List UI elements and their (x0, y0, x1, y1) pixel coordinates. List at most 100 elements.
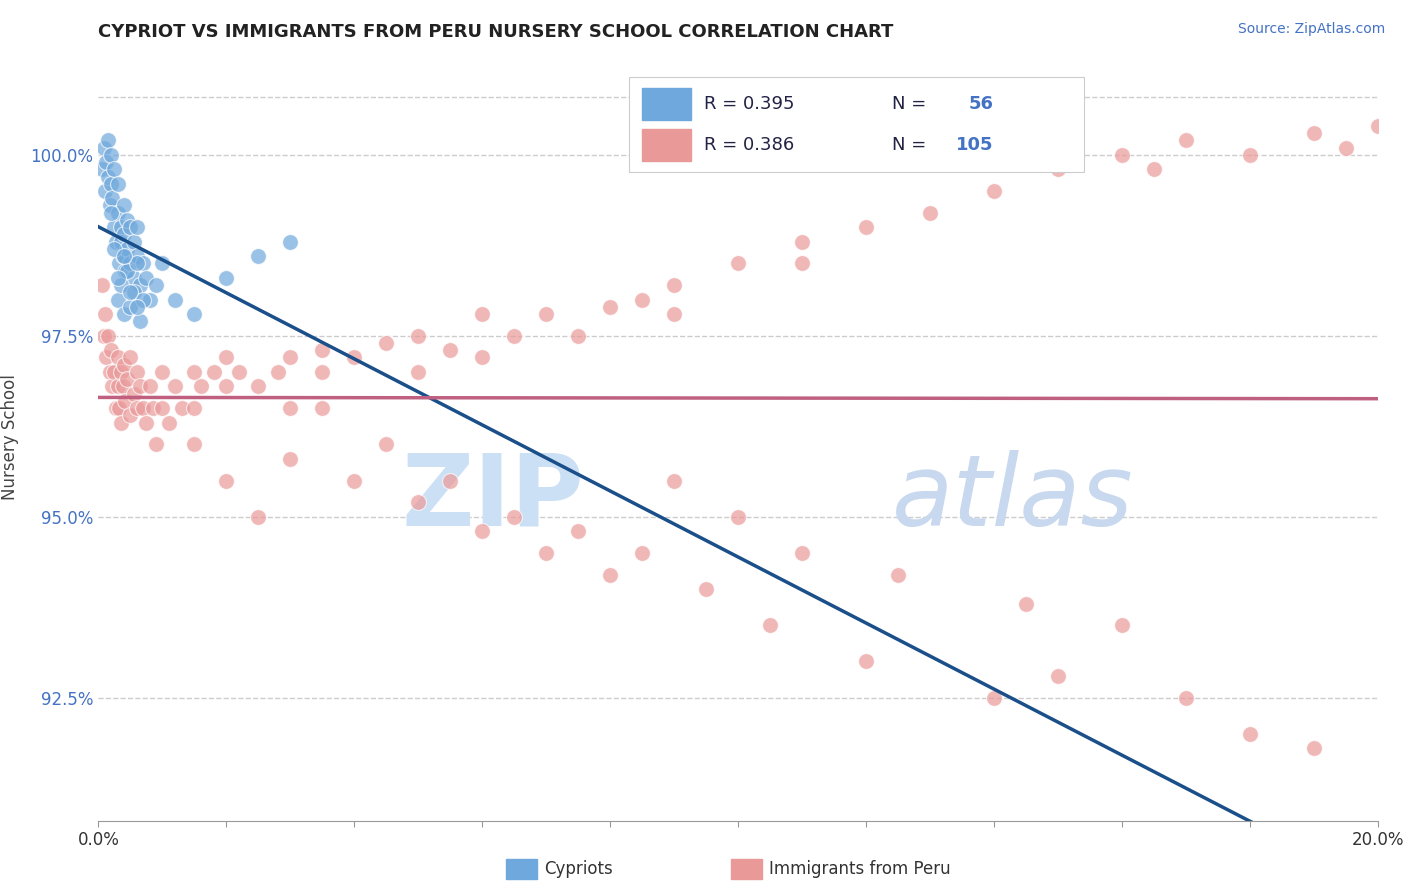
Point (112, 249, 135, 263)
Point (534, 307, 557, 321)
Point (1367, 119, 1389, 133)
Text: 56: 56 (969, 95, 994, 113)
Point (1334, 140, 1357, 154)
Point (157, 416, 180, 430)
Point (664, 278, 686, 293)
Point (247, 379, 270, 393)
Point (138, 379, 160, 393)
Point (145, 278, 167, 293)
Point (100, 148, 122, 162)
Point (90, 162, 112, 177)
Point (125, 365, 148, 379)
Point (631, 293, 654, 307)
Text: R = 0.395: R = 0.395 (703, 95, 794, 113)
Point (114, 263, 136, 277)
Point (122, 271, 145, 285)
Point (93, 328, 115, 343)
Point (132, 256, 155, 270)
Point (110, 220, 132, 235)
Point (108, 256, 131, 270)
Point (215, 271, 238, 285)
Point (105, 235, 128, 249)
Point (152, 256, 174, 270)
Point (132, 293, 155, 307)
Point (94, 351, 117, 365)
Point (101, 191, 124, 205)
Text: 105: 105 (956, 136, 993, 153)
Point (112, 227, 135, 242)
Point (408, 495, 430, 509)
Point (471, 351, 494, 365)
Point (228, 365, 250, 379)
Point (190, 379, 212, 393)
Point (111, 379, 134, 393)
Point (599, 567, 621, 582)
Point (471, 524, 494, 538)
Point (855, 655, 877, 669)
Point (278, 451, 302, 466)
Point (1175, 133, 1198, 147)
Point (115, 213, 138, 227)
Point (107, 271, 129, 285)
Text: Immigrants from Peru: Immigrants from Peru (769, 860, 950, 878)
Text: N =: N = (891, 136, 927, 153)
Point (129, 278, 152, 293)
Point (110, 416, 132, 430)
Point (1175, 690, 1198, 705)
Point (183, 307, 205, 321)
Point (1239, 148, 1261, 162)
Point (278, 401, 302, 416)
Point (278, 235, 302, 249)
Point (165, 293, 187, 307)
Point (97, 328, 120, 343)
Point (112, 307, 135, 321)
Point (311, 365, 333, 379)
Point (439, 343, 461, 358)
Text: N =: N = (891, 95, 927, 113)
Bar (643, 128, 690, 161)
Point (125, 249, 148, 263)
Point (125, 401, 148, 416)
Point (112, 198, 135, 212)
Point (664, 307, 686, 321)
Point (97, 169, 120, 184)
Point (1111, 618, 1133, 632)
Point (100, 343, 122, 358)
Point (408, 328, 430, 343)
Bar (643, 88, 690, 120)
Point (790, 235, 813, 249)
Point (311, 343, 333, 358)
Point (311, 401, 333, 416)
Point (1239, 727, 1261, 741)
Point (1111, 148, 1133, 162)
FancyBboxPatch shape (630, 77, 1084, 172)
Point (266, 365, 288, 379)
Point (887, 567, 910, 582)
Point (503, 328, 526, 343)
Point (152, 401, 174, 416)
Point (98, 198, 121, 212)
Point (120, 409, 142, 423)
Point (135, 416, 157, 430)
Point (94, 155, 117, 169)
Point (375, 437, 398, 451)
Point (567, 524, 589, 538)
Point (631, 546, 654, 560)
Point (94, 307, 117, 321)
Point (135, 271, 157, 285)
Point (790, 256, 813, 270)
Point (727, 509, 749, 524)
Point (534, 546, 557, 560)
Point (107, 293, 129, 307)
Point (1302, 741, 1324, 756)
Point (107, 177, 129, 191)
Point (107, 351, 129, 365)
Point (375, 336, 398, 351)
Point (115, 242, 138, 256)
Point (111, 249, 134, 263)
Point (408, 365, 430, 379)
Point (790, 546, 813, 560)
Point (107, 205, 129, 219)
Point (138, 293, 160, 307)
Point (202, 365, 225, 379)
